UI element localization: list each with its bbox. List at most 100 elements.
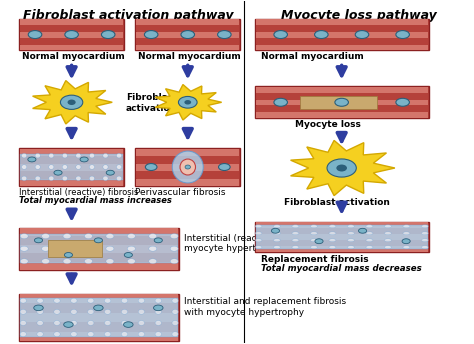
- Ellipse shape: [37, 298, 43, 303]
- Ellipse shape: [315, 239, 323, 244]
- Ellipse shape: [310, 232, 318, 235]
- FancyBboxPatch shape: [255, 222, 429, 252]
- Ellipse shape: [106, 246, 114, 251]
- Ellipse shape: [35, 165, 40, 169]
- Ellipse shape: [337, 164, 347, 172]
- Circle shape: [180, 159, 195, 175]
- Ellipse shape: [396, 98, 410, 106]
- Ellipse shape: [154, 305, 163, 311]
- Text: Myocyte loss: Myocyte loss: [295, 120, 361, 129]
- FancyBboxPatch shape: [255, 228, 428, 234]
- Ellipse shape: [104, 321, 111, 325]
- Ellipse shape: [154, 238, 163, 243]
- FancyBboxPatch shape: [20, 323, 178, 332]
- FancyBboxPatch shape: [20, 19, 123, 25]
- Text: Interstitial (reactive) fibrosis: Interstitial (reactive) fibrosis: [19, 188, 139, 197]
- Ellipse shape: [315, 31, 328, 39]
- Text: Fibroblast
activation: Fibroblast activation: [126, 93, 177, 113]
- Ellipse shape: [149, 234, 157, 239]
- Ellipse shape: [84, 246, 92, 251]
- Ellipse shape: [121, 310, 128, 314]
- Ellipse shape: [88, 332, 94, 336]
- Ellipse shape: [63, 246, 71, 251]
- Text: Interstitial and replacement fibrosis
with myocyte hypertrophy: Interstitial and replacement fibrosis wi…: [184, 298, 346, 317]
- Ellipse shape: [181, 31, 194, 39]
- FancyBboxPatch shape: [137, 179, 239, 186]
- FancyBboxPatch shape: [20, 237, 178, 245]
- Ellipse shape: [172, 310, 178, 314]
- FancyBboxPatch shape: [255, 112, 428, 118]
- Ellipse shape: [366, 246, 373, 249]
- Ellipse shape: [117, 176, 122, 181]
- Ellipse shape: [329, 232, 336, 235]
- FancyBboxPatch shape: [20, 164, 123, 171]
- Ellipse shape: [327, 159, 356, 177]
- Ellipse shape: [292, 239, 299, 242]
- FancyBboxPatch shape: [137, 156, 239, 163]
- Ellipse shape: [20, 259, 28, 264]
- Ellipse shape: [178, 96, 197, 108]
- Ellipse shape: [103, 176, 108, 181]
- Ellipse shape: [358, 228, 366, 233]
- Ellipse shape: [335, 98, 348, 106]
- FancyBboxPatch shape: [255, 222, 428, 228]
- FancyBboxPatch shape: [48, 240, 101, 257]
- FancyBboxPatch shape: [20, 303, 178, 313]
- FancyBboxPatch shape: [20, 38, 123, 44]
- Ellipse shape: [366, 239, 373, 242]
- Ellipse shape: [255, 239, 262, 242]
- Ellipse shape: [172, 332, 178, 336]
- Ellipse shape: [384, 225, 392, 228]
- Ellipse shape: [219, 163, 230, 171]
- Ellipse shape: [255, 232, 262, 235]
- FancyBboxPatch shape: [137, 38, 239, 44]
- FancyBboxPatch shape: [255, 93, 428, 99]
- Ellipse shape: [128, 246, 136, 251]
- Ellipse shape: [155, 310, 162, 314]
- Ellipse shape: [88, 321, 94, 325]
- Ellipse shape: [37, 321, 43, 325]
- Ellipse shape: [49, 176, 54, 181]
- Ellipse shape: [149, 246, 157, 251]
- FancyBboxPatch shape: [20, 313, 178, 322]
- FancyBboxPatch shape: [255, 246, 428, 252]
- Ellipse shape: [402, 239, 410, 244]
- Ellipse shape: [421, 246, 428, 249]
- Ellipse shape: [255, 225, 262, 228]
- Ellipse shape: [49, 165, 54, 169]
- Ellipse shape: [54, 298, 60, 303]
- Ellipse shape: [103, 153, 108, 158]
- Ellipse shape: [28, 31, 42, 39]
- Ellipse shape: [104, 298, 111, 303]
- Ellipse shape: [71, 332, 77, 336]
- FancyBboxPatch shape: [19, 19, 124, 51]
- Ellipse shape: [292, 246, 299, 249]
- Ellipse shape: [292, 225, 299, 228]
- Ellipse shape: [366, 225, 373, 228]
- Ellipse shape: [71, 298, 77, 303]
- FancyBboxPatch shape: [20, 298, 178, 336]
- Ellipse shape: [106, 234, 114, 239]
- Ellipse shape: [89, 153, 94, 158]
- Ellipse shape: [138, 332, 145, 336]
- FancyBboxPatch shape: [137, 25, 239, 31]
- Ellipse shape: [84, 259, 92, 264]
- FancyBboxPatch shape: [255, 19, 428, 25]
- Text: Replacement fibrosis: Replacement fibrosis: [261, 255, 369, 264]
- Ellipse shape: [347, 246, 355, 249]
- Ellipse shape: [384, 239, 392, 242]
- Ellipse shape: [71, 321, 77, 325]
- Ellipse shape: [155, 298, 162, 303]
- Ellipse shape: [117, 165, 122, 169]
- Ellipse shape: [347, 239, 355, 242]
- Ellipse shape: [21, 165, 27, 169]
- Circle shape: [172, 151, 203, 183]
- Text: Fibroblast activation: Fibroblast activation: [283, 198, 390, 207]
- Ellipse shape: [104, 332, 111, 336]
- Ellipse shape: [310, 246, 318, 249]
- Ellipse shape: [128, 259, 136, 264]
- Ellipse shape: [274, 31, 287, 39]
- FancyBboxPatch shape: [255, 106, 428, 112]
- FancyBboxPatch shape: [137, 45, 239, 51]
- Ellipse shape: [396, 31, 410, 39]
